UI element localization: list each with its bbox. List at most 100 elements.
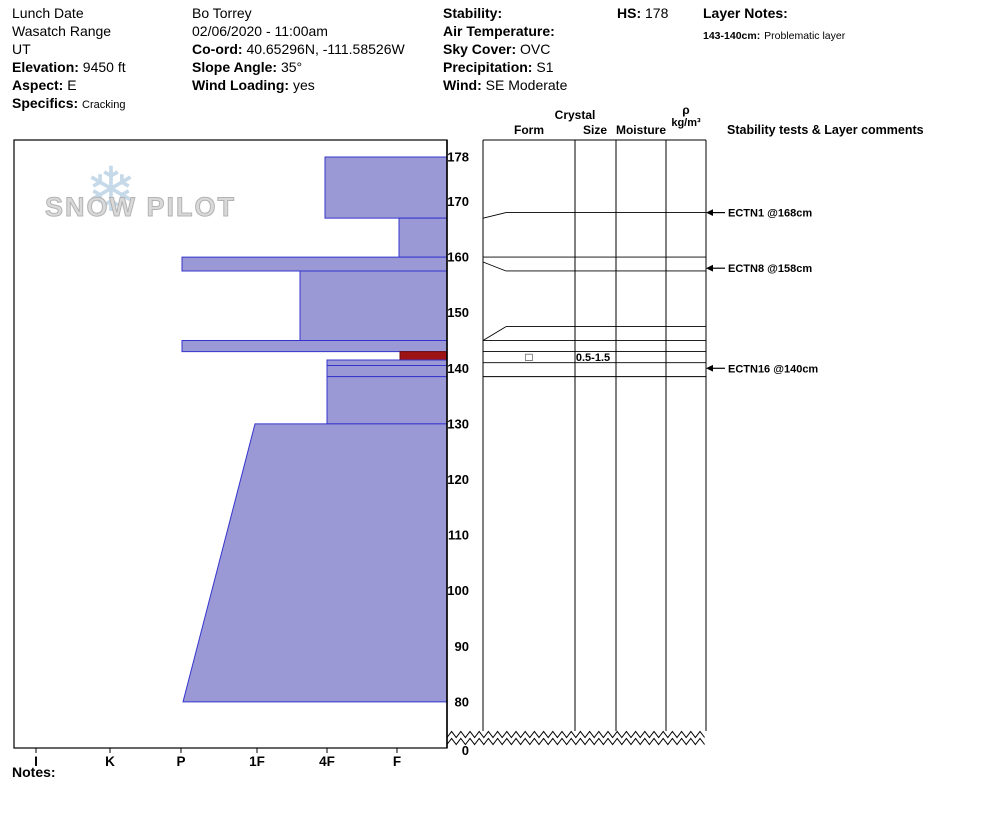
elevation-row: Elevation: 9450 ft bbox=[12, 58, 126, 76]
coordinates-label: Co-ord: bbox=[192, 41, 243, 57]
header-conditions-col: Stability: Air Temperature: Sky Cover: O… bbox=[443, 4, 567, 94]
wind-row: Wind: SE Moderate bbox=[443, 76, 567, 94]
stability-row: Stability: bbox=[443, 4, 567, 22]
layer-bar bbox=[299, 270, 448, 341]
test-arrow-head bbox=[706, 209, 713, 216]
wind-loading-value: yes bbox=[292, 77, 315, 93]
pit-datetime: 02/06/2020 - 11:00am bbox=[192, 23, 328, 39]
wind-loading-label: Wind Loading: bbox=[192, 77, 290, 93]
precipitation-label: Precipitation: bbox=[443, 59, 533, 75]
layer-bar bbox=[181, 256, 448, 272]
crystal-form-symbol: □ bbox=[525, 350, 532, 364]
header-left-col: Lunch Date Wasatch Range UT Elevation: 9… bbox=[12, 4, 126, 114]
slope-angle-value: 35° bbox=[280, 59, 303, 75]
air-temp-label: Air Temperature: bbox=[443, 23, 555, 39]
precipitation-value: S1 bbox=[536, 59, 554, 75]
problem-layer-bar bbox=[399, 351, 448, 361]
crystal-size-value: 0.5-1.5 bbox=[576, 352, 610, 364]
layer-note-text: Problematic layer bbox=[764, 30, 846, 42]
hardness-label: P bbox=[176, 754, 185, 769]
sky-cover-label: Sky Cover: bbox=[443, 41, 517, 57]
mountain-range: Wasatch Range bbox=[12, 23, 112, 39]
watermark-text: SNOW PILOT bbox=[45, 192, 236, 223]
elevation-value: 9450 ft bbox=[82, 59, 126, 75]
layer-notes-block: Layer Notes: 143-140cm: Problematic laye… bbox=[703, 4, 845, 45]
layer-bar bbox=[182, 423, 448, 703]
depth-label: 170 bbox=[447, 194, 469, 209]
air-temp-row: Air Temperature: bbox=[443, 22, 567, 40]
stability-tests-header: Stability tests & Layer comments bbox=[727, 123, 924, 137]
layer-bar bbox=[181, 339, 448, 353]
observer-name: Bo Torrey bbox=[192, 5, 252, 21]
depth-label: 150 bbox=[447, 305, 469, 320]
layer-connector-line bbox=[482, 212, 507, 219]
form-header: Form bbox=[514, 123, 544, 137]
hs-label: HS: bbox=[617, 5, 642, 21]
sky-cover-row: Sky Cover: OVC bbox=[443, 40, 567, 58]
specifics-label: Specifics: bbox=[12, 95, 79, 111]
depth-label: 140 bbox=[447, 361, 469, 376]
moisture-header: Moisture bbox=[615, 123, 666, 137]
hardness-label: F bbox=[393, 754, 401, 769]
wind-loading-row: Wind Loading: yes bbox=[192, 76, 405, 94]
aspect-value: E bbox=[67, 77, 77, 93]
layer-bar bbox=[324, 156, 448, 219]
stability-test-label: ECTN8 @158cm bbox=[728, 263, 812, 275]
depth-label: 110 bbox=[448, 528, 469, 543]
size-header: Size bbox=[582, 123, 607, 137]
snow-height-block: HS: 178 bbox=[617, 4, 668, 22]
stability-test-label: ECTN1 @168cm bbox=[728, 208, 812, 220]
wind-label: Wind: bbox=[443, 77, 482, 93]
layer-note-entry: 143-140cm: Problematic layer bbox=[703, 25, 845, 45]
layer-connector-line bbox=[482, 326, 507, 341]
aspect-row: Aspect: E bbox=[12, 76, 126, 94]
depth-break-zigzag bbox=[446, 737, 705, 746]
depth-label: 160 bbox=[447, 250, 469, 265]
notes-label: Notes: bbox=[12, 764, 56, 780]
depth-zero-label: 0 bbox=[462, 743, 469, 758]
coordinates-value: 40.65296N, -111.58526W bbox=[246, 41, 405, 57]
layer-bar bbox=[326, 359, 448, 366]
hs-value: 178 bbox=[645, 5, 669, 21]
hardness-label: I bbox=[34, 754, 38, 769]
hardness-label: K bbox=[105, 754, 115, 769]
slope-angle-row: Slope Angle: 35° bbox=[192, 58, 405, 76]
depth-label: 120 bbox=[447, 472, 469, 487]
test-arrow-head bbox=[706, 364, 713, 372]
hardness-label: 1F bbox=[249, 754, 265, 769]
layer-bar bbox=[326, 365, 448, 378]
snowflake-icon: ❄ bbox=[85, 156, 137, 225]
depth-label: 90 bbox=[455, 639, 469, 654]
hardness-label: 4F bbox=[319, 754, 335, 769]
aspect-label: Aspect: bbox=[12, 77, 64, 93]
depth-label: 178 bbox=[447, 150, 469, 165]
layer-note-depth: 143-140cm: bbox=[703, 30, 761, 42]
depth-label: 80 bbox=[455, 694, 469, 709]
layer-connector-line bbox=[482, 261, 507, 272]
stability-label: Stability: bbox=[443, 5, 503, 21]
layer-bar bbox=[398, 217, 448, 258]
depth-label: 100 bbox=[447, 583, 469, 598]
density-symbol-header: ρ bbox=[682, 103, 690, 117]
stability-test-label: ECTN16 @140cm bbox=[728, 363, 818, 375]
test-arrow-head bbox=[706, 264, 713, 272]
crystal-header: Crystal bbox=[554, 108, 596, 122]
hs-row: HS: 178 bbox=[617, 4, 668, 22]
snowpilot-watermark: ❄ SNOW PILOT bbox=[45, 160, 275, 250]
header-observer-col: Bo Torrey 02/06/2020 - 11:00am Co-ord: 4… bbox=[192, 4, 405, 94]
density-unit-header: kg/m³ bbox=[671, 117, 701, 129]
layer-notes-title: Layer Notes: bbox=[703, 5, 788, 21]
state: UT bbox=[12, 41, 31, 57]
depth-label: 130 bbox=[447, 416, 469, 431]
elevation-label: Elevation: bbox=[12, 59, 79, 75]
pit-name: Lunch Date bbox=[12, 5, 84, 21]
wind-value: SE Moderate bbox=[485, 77, 568, 93]
slope-angle-label: Slope Angle: bbox=[192, 59, 278, 75]
depth-break-zigzag bbox=[446, 730, 705, 739]
sky-cover-value: OVC bbox=[520, 41, 551, 57]
coordinates-row: Co-ord: 40.65296N, -111.58526W bbox=[192, 40, 405, 58]
specifics-value: Cracking bbox=[82, 99, 126, 111]
layer-bar bbox=[326, 376, 448, 425]
specifics-row: Specifics: Cracking bbox=[12, 94, 126, 114]
